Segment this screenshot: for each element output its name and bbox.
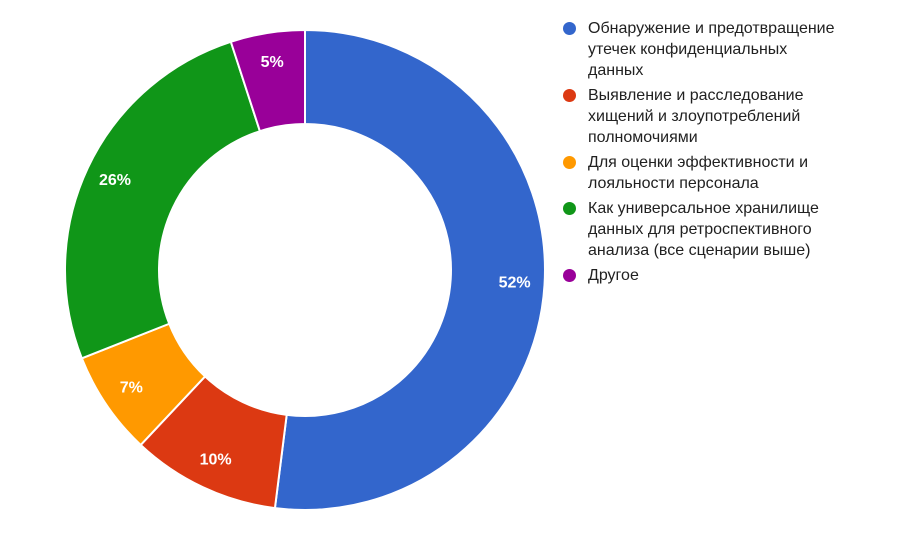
legend-marker-icon: [563, 89, 576, 102]
pie-slice-3[interactable]: [64, 40, 261, 360]
legend-marker-icon: [563, 156, 576, 169]
pie-slice-4[interactable]: [229, 29, 306, 133]
legend-item-3: Как универсальное хранилище данных для р…: [563, 198, 863, 261]
legend-label: Для оценки эффективности и лояльности пе…: [588, 154, 808, 192]
legend-marker-icon: [563, 22, 576, 35]
legend-label: Другое: [588, 267, 639, 284]
slice-percent-label-4: 5%: [261, 54, 284, 71]
legend-label: Как универсальное хранилище данных для р…: [588, 200, 819, 259]
slice-percent-label-2: 7%: [120, 380, 143, 397]
legend-item-4: Другое: [563, 265, 863, 286]
pie-slice-0[interactable]: [273, 29, 546, 511]
chart-legend: Обнаружение и предотвращение утечек конф…: [563, 18, 863, 290]
slice-percent-label-3: 26%: [99, 172, 131, 189]
slice-percent-label-1: 10%: [200, 452, 232, 469]
legend-marker-icon: [563, 269, 576, 282]
legend-label: Выявление и расследование хищений и злоу…: [588, 87, 804, 146]
slice-percent-label-0: 52%: [499, 275, 531, 292]
legend-item-2: Для оценки эффективности и лояльности пе…: [563, 152, 863, 194]
legend-item-1: Выявление и расследование хищений и злоу…: [563, 85, 863, 148]
legend-marker-icon: [563, 202, 576, 215]
legend-label: Обнаружение и предотвращение утечек конф…: [588, 20, 835, 79]
legend-item-0: Обнаружение и предотвращение утечек конф…: [563, 18, 863, 81]
